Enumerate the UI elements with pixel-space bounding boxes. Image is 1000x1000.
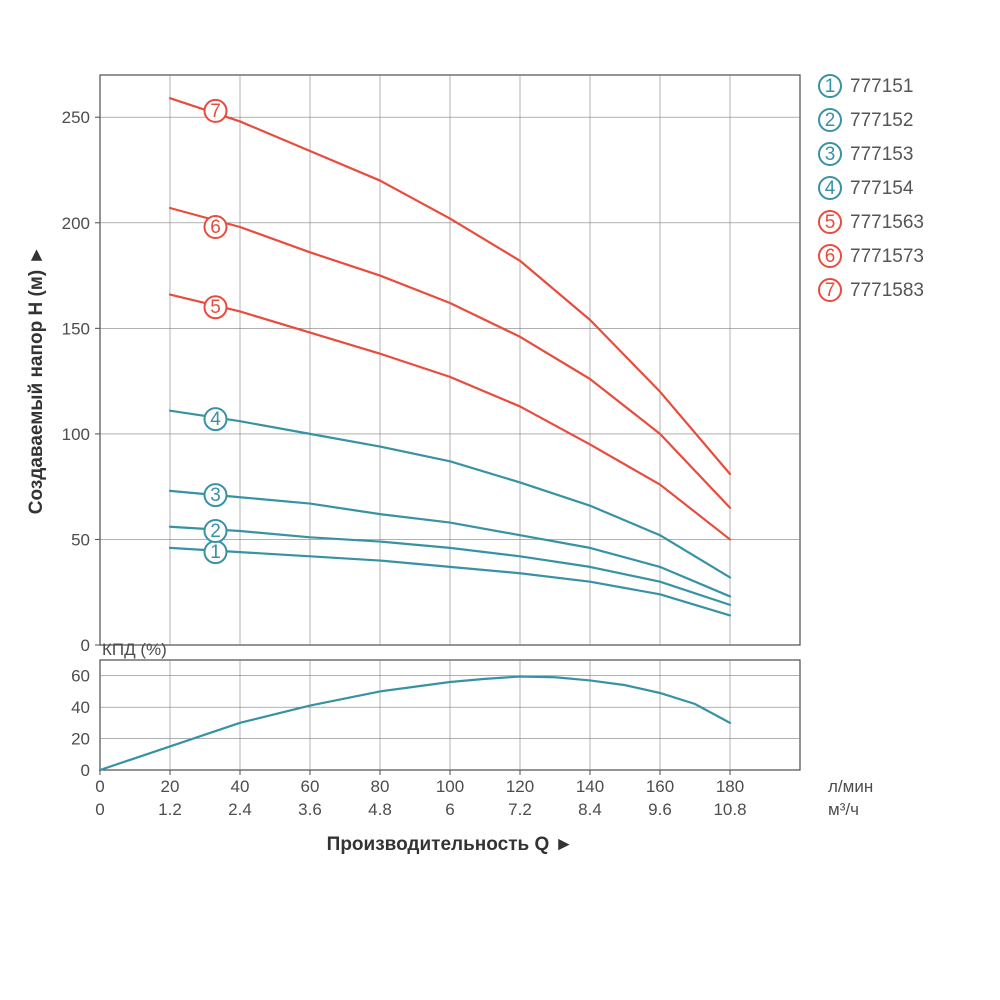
y-tick-label: 150: [62, 319, 90, 338]
legend-badge-num: 2: [825, 110, 836, 131]
legend-text: 777154: [850, 178, 914, 199]
x-tick-label-lmin: 80: [371, 777, 390, 796]
x-tick-label-lmin: 180: [716, 777, 744, 796]
legend-text: 777152: [850, 110, 913, 131]
x-axis-label: Производительность Q ►: [327, 834, 574, 855]
y-tick-label: 0: [81, 636, 90, 655]
legend-text: 7771583: [850, 280, 924, 301]
legend-badge-num: 1: [825, 76, 836, 97]
kpd-curve: [100, 677, 730, 771]
x-tick-label-lmin: 0: [95, 777, 104, 796]
kpd-y-tick: 40: [71, 698, 90, 717]
x-tick-label-m3h: 0: [95, 800, 104, 819]
legend-text: 777151: [850, 76, 913, 97]
x-tick-label-lmin: 140: [576, 777, 604, 796]
pump-chart: { "canvas":{"w":1000,"h":1000}, "colors"…: [0, 0, 1000, 1000]
kpd-y-tick: 20: [71, 730, 90, 749]
kpd-y-tick: 0: [81, 761, 90, 780]
x-tick-label-lmin: 20: [161, 777, 180, 796]
legend-text: 777153: [850, 144, 913, 165]
curve-badge-num: 2: [210, 521, 221, 542]
legend-badge-num: 6: [825, 246, 836, 267]
y-axis-label: Создаваемый напор H (м) ►: [26, 246, 47, 515]
x-tick-label-lmin: 120: [506, 777, 534, 796]
x-tick-label-m3h: 8.4: [578, 800, 602, 819]
x-tick-label-m3h: 9.6: [648, 800, 672, 819]
curve-badge-num: 3: [210, 485, 221, 506]
y-tick-label: 200: [62, 214, 90, 233]
kpd-title: КПД (%): [102, 640, 167, 659]
curve-badge-num: 7: [210, 101, 221, 122]
x-tick-label-m3h: 7.2: [508, 800, 532, 819]
y-tick-label: 250: [62, 108, 90, 127]
x-unit-lmin: л/мин: [828, 777, 873, 796]
x-tick-label-lmin: 100: [436, 777, 464, 796]
kpd-y-tick: 60: [71, 667, 90, 686]
x-tick-label-lmin: 40: [231, 777, 250, 796]
curve-badge-num: 5: [210, 297, 221, 318]
legend-badge-num: 3: [825, 144, 836, 165]
curve-badge-num: 1: [210, 542, 221, 563]
x-tick-label-m3h: 6: [445, 800, 454, 819]
legend-badge-num: 5: [825, 212, 836, 233]
x-tick-label-m3h: 3.6: [298, 800, 322, 819]
y-tick-label: 50: [71, 530, 90, 549]
chart-svg: 050100150200250Создаваемый напор H (м) ►…: [0, 0, 1000, 1000]
x-tick-label-lmin: 60: [301, 777, 320, 796]
legend-badge-num: 4: [825, 178, 836, 199]
x-tick-label-m3h: 4.8: [368, 800, 392, 819]
x-tick-label-m3h: 10.8: [713, 800, 746, 819]
x-tick-label-m3h: 2.4: [228, 800, 252, 819]
legend-text: 7771563: [850, 212, 924, 233]
x-tick-label-m3h: 1.2: [158, 800, 182, 819]
x-tick-label-lmin: 160: [646, 777, 674, 796]
x-unit-m3h: м³/ч: [828, 800, 859, 819]
curve-badge-num: 6: [210, 217, 221, 238]
legend-text: 7771573: [850, 246, 924, 267]
curve-badge-num: 4: [210, 409, 221, 430]
y-tick-label: 100: [62, 425, 90, 444]
legend-badge-num: 7: [825, 280, 836, 301]
